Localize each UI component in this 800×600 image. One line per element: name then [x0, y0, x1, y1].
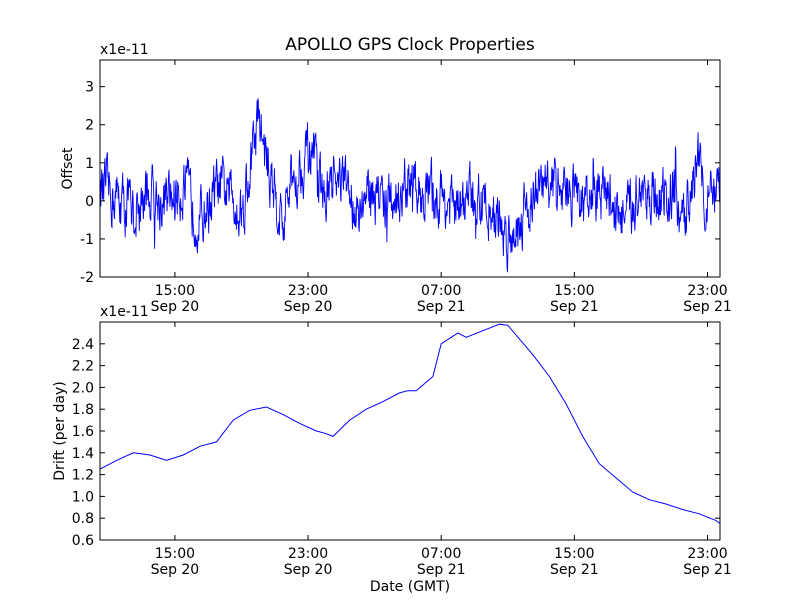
x-tick-date-label: Sep 20: [284, 562, 333, 578]
x-tick-time-label: 15:00: [554, 546, 594, 562]
x-tick-time-label: 23:00: [687, 546, 727, 562]
y-tick-label: 0.8: [72, 511, 94, 527]
chart-title: APOLLO GPS Clock Properties: [285, 35, 535, 55]
y-axis-label: Drift (per day): [52, 381, 68, 480]
y-tick-label: 1.0: [72, 489, 94, 505]
y-tick-label: 1.6: [72, 424, 94, 440]
x-tick-date-label: Sep 21: [417, 299, 466, 315]
x-tick-time-label: 07:00: [421, 546, 461, 562]
y-tick-label: 2.4: [72, 337, 94, 353]
x-tick-date-label: Sep 21: [683, 299, 732, 315]
drift-series-line: [100, 323, 720, 524]
x-tick-date-label: Sep 20: [151, 562, 200, 578]
x-tick-time-label: 23:00: [288, 283, 328, 299]
y-tick-label: 0: [85, 194, 94, 210]
y-tick-label: 1: [85, 156, 94, 172]
x-tick-time-label: 23:00: [687, 283, 727, 299]
y-tick-label: 3: [85, 80, 94, 96]
y-tick-label: 1.2: [72, 468, 94, 484]
y-tick-label: -1: [80, 232, 94, 248]
axes-frame: [99, 59, 721, 278]
x-tick-time-label: 15:00: [155, 283, 195, 299]
offset-series-line: [100, 98, 720, 273]
y-tick-label: 2: [85, 118, 94, 134]
x-tick-date-label: Sep 21: [550, 299, 599, 315]
x-tick-date-label: Sep 20: [284, 299, 333, 315]
y-axis-label: Offset: [60, 147, 76, 190]
y-tick-label: 1.4: [72, 446, 94, 462]
x-tick-time-label: 23:00: [288, 546, 328, 562]
y-tick-label: 0.6: [72, 533, 94, 549]
x-tick-date-label: Sep 21: [417, 562, 466, 578]
x-tick-time-label: 15:00: [155, 546, 195, 562]
y-tick-label: 1.8: [72, 402, 94, 418]
y-multiplier-label: x1e-11: [100, 304, 149, 320]
y-tick-label: 2.2: [72, 359, 94, 375]
x-tick-time-label: 07:00: [421, 283, 461, 299]
y-multiplier-label: x1e-11: [100, 42, 149, 58]
x-tick-date-label: Sep 21: [683, 562, 732, 578]
x-tick-date-label: Sep 20: [151, 299, 200, 315]
x-tick-date-label: Sep 21: [550, 562, 599, 578]
y-tick-label: 2.0: [72, 380, 94, 396]
x-tick-time-label: 15:00: [554, 283, 594, 299]
y-tick-label: -2: [80, 270, 94, 286]
x-axis-label: Date (GMT): [370, 579, 450, 595]
